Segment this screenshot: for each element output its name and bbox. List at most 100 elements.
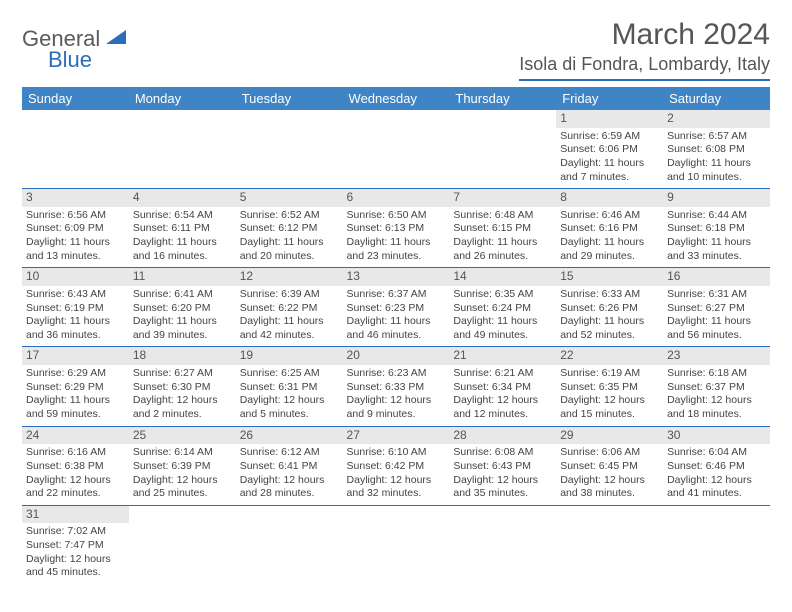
- calendar-header: SundayMondayTuesdayWednesdayThursdayFrid…: [22, 87, 770, 110]
- day-number: 26: [236, 427, 343, 445]
- calendar-cell: [129, 505, 236, 584]
- sunset-text: Sunset: 6:18 PM: [667, 222, 766, 236]
- calendar-cell: [556, 505, 663, 584]
- sunrise-text: Sunrise: 6:12 AM: [240, 446, 339, 460]
- day-number: 15: [556, 268, 663, 286]
- calendar-cell: 3Sunrise: 6:56 AMSunset: 6:09 PMDaylight…: [22, 189, 129, 268]
- calendar-week: 1Sunrise: 6:59 AMSunset: 6:06 PMDaylight…: [22, 110, 770, 189]
- sunset-text: Sunset: 6:37 PM: [667, 381, 766, 395]
- daylight-text: Daylight: 12 hours and 18 minutes.: [667, 394, 766, 421]
- weekday-header: Thursday: [449, 87, 556, 110]
- sunrise-text: Sunrise: 6:18 AM: [667, 367, 766, 381]
- month-title: March 2024: [519, 18, 770, 52]
- calendar-cell: 4Sunrise: 6:54 AMSunset: 6:11 PMDaylight…: [129, 189, 236, 268]
- calendar-cell: [449, 505, 556, 584]
- daylight-text: Daylight: 12 hours and 45 minutes.: [26, 553, 125, 580]
- day-content: Sunrise: 6:31 AMSunset: 6:27 PMDaylight:…: [663, 286, 770, 347]
- calendar-cell: 30Sunrise: 6:04 AMSunset: 6:46 PMDayligh…: [663, 426, 770, 505]
- day-content: Sunrise: 6:23 AMSunset: 6:33 PMDaylight:…: [343, 365, 450, 426]
- calendar-cell: 28Sunrise: 6:08 AMSunset: 6:43 PMDayligh…: [449, 426, 556, 505]
- sunset-text: Sunset: 6:24 PM: [453, 302, 552, 316]
- sunset-text: Sunset: 6:09 PM: [26, 222, 125, 236]
- calendar-cell: 18Sunrise: 6:27 AMSunset: 6:30 PMDayligh…: [129, 347, 236, 426]
- daylight-text: Daylight: 11 hours and 16 minutes.: [133, 236, 232, 263]
- sunrise-text: Sunrise: 6:41 AM: [133, 288, 232, 302]
- sunrise-text: Sunrise: 6:04 AM: [667, 446, 766, 460]
- calendar-week: 10Sunrise: 6:43 AMSunset: 6:19 PMDayligh…: [22, 268, 770, 347]
- sunset-text: Sunset: 6:12 PM: [240, 222, 339, 236]
- day-number: 25: [129, 427, 236, 445]
- sunrise-text: Sunrise: 6:27 AM: [133, 367, 232, 381]
- calendar-cell: 16Sunrise: 6:31 AMSunset: 6:27 PMDayligh…: [663, 268, 770, 347]
- day-number: 12: [236, 268, 343, 286]
- weekday-header: Tuesday: [236, 87, 343, 110]
- sunset-text: Sunset: 6:42 PM: [347, 460, 446, 474]
- day-number: 9: [663, 189, 770, 207]
- sunset-text: Sunset: 7:47 PM: [26, 539, 125, 553]
- day-content: Sunrise: 6:48 AMSunset: 6:15 PMDaylight:…: [449, 207, 556, 268]
- calendar-cell: 17Sunrise: 6:29 AMSunset: 6:29 PMDayligh…: [22, 347, 129, 426]
- calendar-body: 1Sunrise: 6:59 AMSunset: 6:06 PMDaylight…: [22, 110, 770, 584]
- calendar-cell: 1Sunrise: 6:59 AMSunset: 6:06 PMDaylight…: [556, 110, 663, 189]
- day-content: Sunrise: 6:50 AMSunset: 6:13 PMDaylight:…: [343, 207, 450, 268]
- sunrise-text: Sunrise: 6:57 AM: [667, 130, 766, 144]
- day-number: 22: [556, 347, 663, 365]
- day-content: Sunrise: 6:14 AMSunset: 6:39 PMDaylight:…: [129, 444, 236, 505]
- sunrise-text: Sunrise: 6:39 AM: [240, 288, 339, 302]
- sunrise-text: Sunrise: 6:37 AM: [347, 288, 446, 302]
- calendar-cell: 26Sunrise: 6:12 AMSunset: 6:41 PMDayligh…: [236, 426, 343, 505]
- calendar-cell: 20Sunrise: 6:23 AMSunset: 6:33 PMDayligh…: [343, 347, 450, 426]
- sunrise-text: Sunrise: 6:52 AM: [240, 209, 339, 223]
- sunset-text: Sunset: 6:22 PM: [240, 302, 339, 316]
- day-number: 6: [343, 189, 450, 207]
- day-content: Sunrise: 6:54 AMSunset: 6:11 PMDaylight:…: [129, 207, 236, 268]
- sunset-text: Sunset: 6:33 PM: [347, 381, 446, 395]
- day-content: Sunrise: 6:10 AMSunset: 6:42 PMDaylight:…: [343, 444, 450, 505]
- calendar-cell: 6Sunrise: 6:50 AMSunset: 6:13 PMDaylight…: [343, 189, 450, 268]
- sunrise-text: Sunrise: 6:21 AM: [453, 367, 552, 381]
- sunrise-text: Sunrise: 6:43 AM: [26, 288, 125, 302]
- calendar-cell: 13Sunrise: 6:37 AMSunset: 6:23 PMDayligh…: [343, 268, 450, 347]
- day-content: Sunrise: 7:02 AMSunset: 7:47 PMDaylight:…: [22, 523, 129, 584]
- daylight-text: Daylight: 11 hours and 23 minutes.: [347, 236, 446, 263]
- calendar-cell: [236, 110, 343, 189]
- calendar-cell: 19Sunrise: 6:25 AMSunset: 6:31 PMDayligh…: [236, 347, 343, 426]
- sunset-text: Sunset: 6:13 PM: [347, 222, 446, 236]
- sunset-text: Sunset: 6:19 PM: [26, 302, 125, 316]
- title-block: March 2024 Isola di Fondra, Lombardy, It…: [519, 18, 770, 81]
- sunrise-text: Sunrise: 6:25 AM: [240, 367, 339, 381]
- calendar-cell: [343, 505, 450, 584]
- day-content: Sunrise: 6:37 AMSunset: 6:23 PMDaylight:…: [343, 286, 450, 347]
- sunrise-text: Sunrise: 6:06 AM: [560, 446, 659, 460]
- sunrise-text: Sunrise: 7:02 AM: [26, 525, 125, 539]
- daylight-text: Daylight: 11 hours and 56 minutes.: [667, 315, 766, 342]
- daylight-text: Daylight: 12 hours and 15 minutes.: [560, 394, 659, 421]
- day-content: Sunrise: 6:04 AMSunset: 6:46 PMDaylight:…: [663, 444, 770, 505]
- calendar-cell: 29Sunrise: 6:06 AMSunset: 6:45 PMDayligh…: [556, 426, 663, 505]
- day-number: 31: [22, 506, 129, 524]
- sunset-text: Sunset: 6:16 PM: [560, 222, 659, 236]
- calendar-cell: 10Sunrise: 6:43 AMSunset: 6:19 PMDayligh…: [22, 268, 129, 347]
- calendar-cell: 7Sunrise: 6:48 AMSunset: 6:15 PMDaylight…: [449, 189, 556, 268]
- weekday-header: Sunday: [22, 87, 129, 110]
- day-content: Sunrise: 6:56 AMSunset: 6:09 PMDaylight:…: [22, 207, 129, 268]
- calendar-cell: 14Sunrise: 6:35 AMSunset: 6:24 PMDayligh…: [449, 268, 556, 347]
- calendar-table: SundayMondayTuesdayWednesdayThursdayFrid…: [22, 87, 770, 584]
- daylight-text: Daylight: 12 hours and 5 minutes.: [240, 394, 339, 421]
- daylight-text: Daylight: 12 hours and 28 minutes.: [240, 474, 339, 501]
- sunset-text: Sunset: 6:38 PM: [26, 460, 125, 474]
- day-content: Sunrise: 6:29 AMSunset: 6:29 PMDaylight:…: [22, 365, 129, 426]
- sunset-text: Sunset: 6:27 PM: [667, 302, 766, 316]
- location: Isola di Fondra, Lombardy, Italy: [519, 54, 770, 81]
- day-content: Sunrise: 6:35 AMSunset: 6:24 PMDaylight:…: [449, 286, 556, 347]
- day-content: Sunrise: 6:59 AMSunset: 6:06 PMDaylight:…: [556, 128, 663, 189]
- daylight-text: Daylight: 11 hours and 59 minutes.: [26, 394, 125, 421]
- calendar-cell: [236, 505, 343, 584]
- daylight-text: Daylight: 12 hours and 2 minutes.: [133, 394, 232, 421]
- daylight-text: Daylight: 11 hours and 46 minutes.: [347, 315, 446, 342]
- day-number: 1: [556, 110, 663, 128]
- calendar-week: 31Sunrise: 7:02 AMSunset: 7:47 PMDayligh…: [22, 505, 770, 584]
- day-number: 30: [663, 427, 770, 445]
- calendar-cell: 15Sunrise: 6:33 AMSunset: 6:26 PMDayligh…: [556, 268, 663, 347]
- day-number: 19: [236, 347, 343, 365]
